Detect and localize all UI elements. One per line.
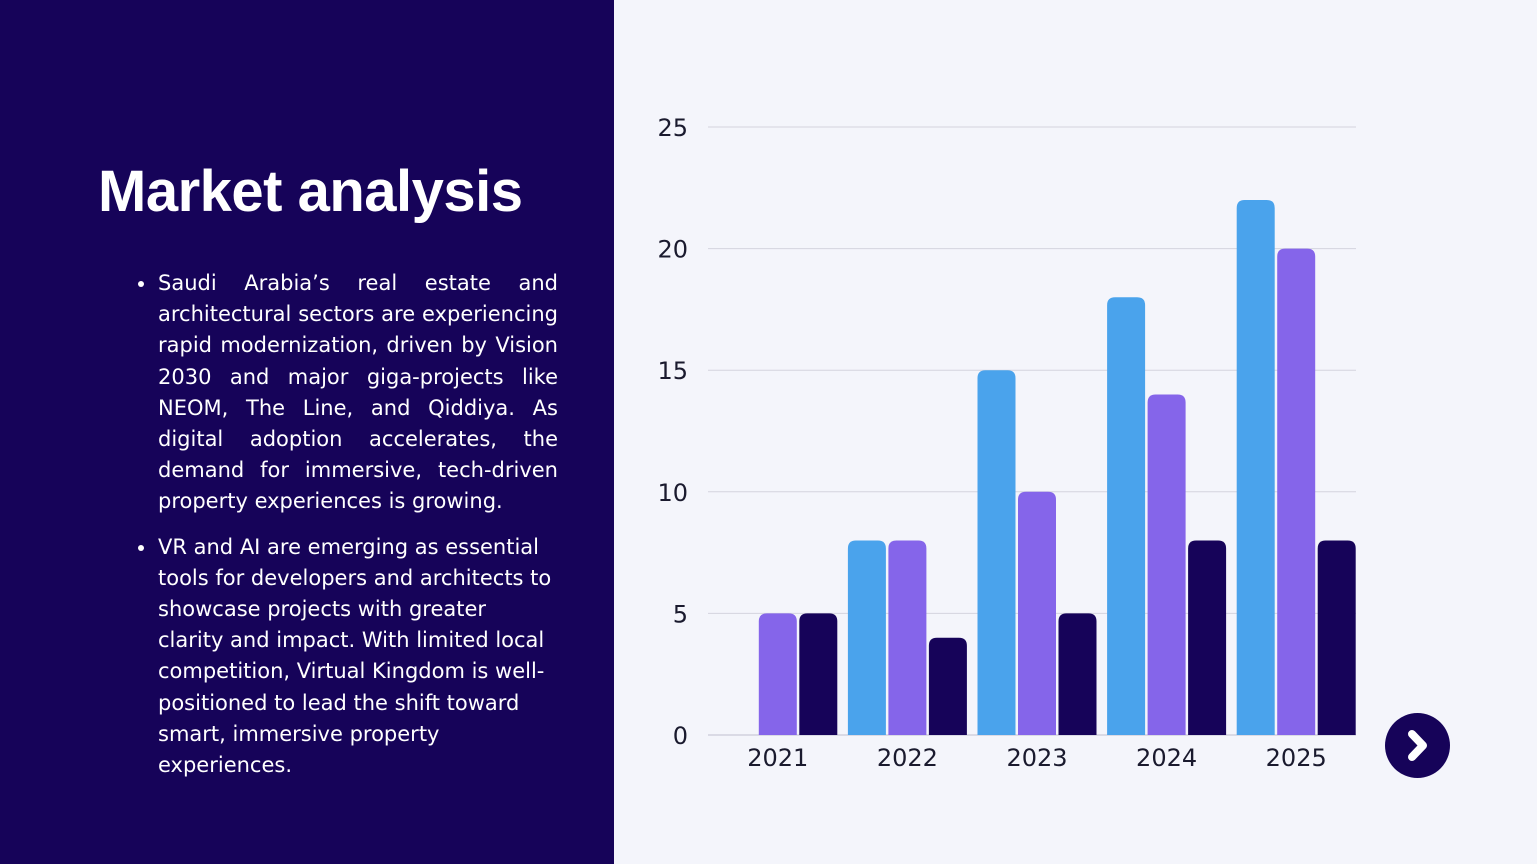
bar-2021-series-2 bbox=[758, 613, 797, 735]
next-slide-button[interactable] bbox=[1385, 713, 1450, 778]
y-tick-label: 5 bbox=[673, 600, 688, 628]
x-tick-label: 2023 bbox=[1006, 744, 1067, 772]
bar-2021-series-3 bbox=[799, 613, 838, 735]
bar-2022-series-2 bbox=[888, 540, 927, 735]
bullet-item-market-overview: Saudi Arabia’s real estate and architect… bbox=[138, 268, 558, 518]
y-tick-label: 20 bbox=[657, 236, 688, 264]
x-tick-label: 2024 bbox=[1136, 744, 1197, 772]
left-panel: Market analysis Saudi Arabia’s real esta… bbox=[0, 0, 614, 864]
x-tick-label: 2021 bbox=[747, 744, 808, 772]
y-tick-label: 25 bbox=[657, 114, 688, 142]
x-tick-label: 2022 bbox=[877, 744, 938, 772]
chevron-right-icon bbox=[1408, 730, 1427, 761]
bar-2024-series-2 bbox=[1147, 394, 1186, 735]
bar-2023-series-3 bbox=[1058, 613, 1097, 735]
bullet-item-vr-ai: VR and AI are emerging as essential tool… bbox=[138, 532, 558, 782]
bar-2025-series-2 bbox=[1277, 248, 1316, 735]
bar-2024-series-3 bbox=[1188, 540, 1227, 735]
x-tick-label: 2025 bbox=[1266, 744, 1327, 772]
bar-2024-series-1 bbox=[1107, 297, 1146, 735]
bar-2025-series-1 bbox=[1236, 199, 1275, 735]
bar-2023-series-1 bbox=[977, 370, 1016, 735]
bar-2023-series-2 bbox=[1018, 491, 1056, 735]
y-tick-label: 10 bbox=[657, 479, 688, 507]
bullet-list: Saudi Arabia’s real estate and architect… bbox=[138, 268, 558, 795]
bar-2025-series-3 bbox=[1317, 540, 1356, 735]
bar-2022-series-1 bbox=[847, 540, 886, 735]
y-tick-label: 15 bbox=[657, 357, 688, 385]
bar-2022-series-3 bbox=[928, 637, 967, 735]
page-title: Market analysis bbox=[98, 159, 523, 224]
y-tick-label: 0 bbox=[673, 722, 688, 750]
